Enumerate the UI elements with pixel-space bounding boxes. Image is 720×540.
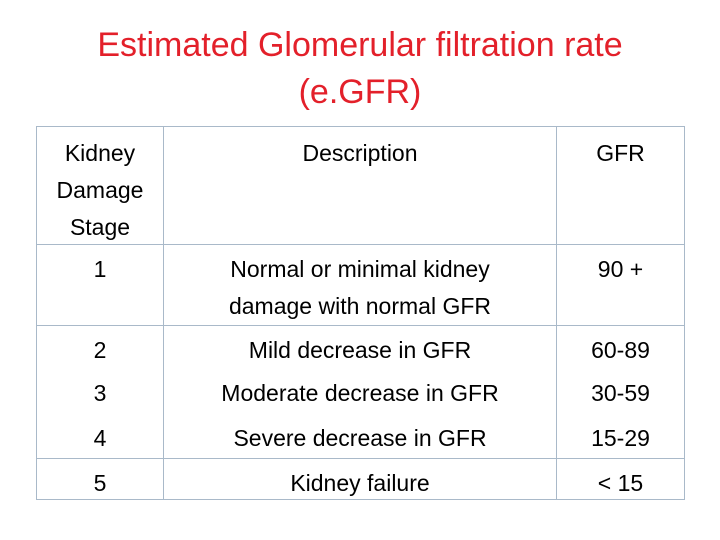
description-cell: Severe decrease in GFR [164,412,557,458]
description-cell: Kidney failure [164,459,557,499]
header-stage-cell: Kidney Damage Stage [37,127,164,244]
table-header-row: Kidney Damage Stage Description GFR [37,127,684,244]
table-row: 1 Normal or minimal kidney damage with n… [37,244,684,325]
page-title: Estimated Glomerular filtration rate (e.… [0,22,720,116]
header-description-cell: Description [164,127,557,244]
header-stage-line: Stage [69,214,131,240]
stage-cell: 3 [37,368,164,412]
gfr-cell: 30-59 [557,368,684,412]
header-description: Description [302,140,418,166]
description-line: Kidney failure [290,470,430,496]
description-cell: Mild decrease in GFR [164,326,557,368]
stage-value: 5 [93,470,107,496]
table-row: 5 Kidney failure < 15 [37,458,684,499]
header-gfr-cell: GFR [557,127,684,244]
stage-value: 2 [93,337,107,363]
gfr-cell: 15-29 [557,412,684,458]
table-row: 4 Severe decrease in GFR 15-29 [37,412,684,458]
gfr-value: 60-89 [591,337,650,363]
stage-value: 3 [93,380,107,406]
title-line-1: Estimated Glomerular filtration rate [97,26,623,64]
title-line-2: (e.GFR) [298,73,422,111]
header-stage-line: Kidney [64,140,136,166]
description-line: Mild decrease in GFR [248,337,472,363]
description-line: Normal or minimal kidney [230,256,490,282]
gfr-value: 90 + [597,256,644,282]
stage-value: 4 [93,425,107,451]
stage-cell: 5 [37,459,164,499]
gfr-cell: < 15 [557,459,684,499]
table-row: 3 Moderate decrease in GFR 30-59 [37,368,684,412]
gfr-value: 15-29 [591,425,650,451]
gfr-value: < 15 [597,470,644,496]
header-gfr: GFR [596,140,645,166]
egfr-table: Kidney Damage Stage Description GFR 1 No… [36,126,685,500]
header-stage-line: Damage [56,177,144,203]
description-cell: Moderate decrease in GFR [164,368,557,412]
description-line: Moderate decrease in GFR [221,380,499,406]
description-line: damage with normal GFR [228,293,492,319]
table-row: 2 Mild decrease in GFR 60-89 [37,325,684,368]
gfr-cell: 90 + [557,245,684,325]
description-line: Severe decrease in GFR [233,425,487,451]
stage-cell: 4 [37,412,164,458]
description-cell: Normal or minimal kidney damage with nor… [164,245,557,325]
stage-cell: 1 [37,245,164,325]
stage-value: 1 [93,256,107,282]
gfr-cell: 60-89 [557,326,684,368]
stage-cell: 2 [37,326,164,368]
gfr-value: 30-59 [591,380,650,406]
